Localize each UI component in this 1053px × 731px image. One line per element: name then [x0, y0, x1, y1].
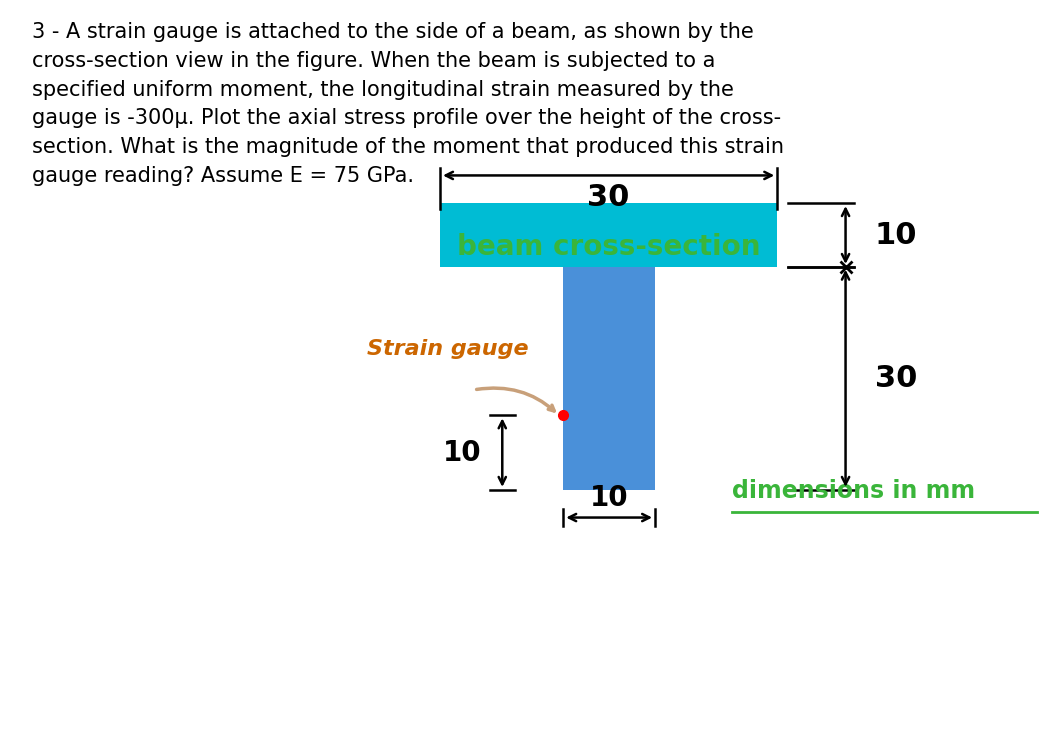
Text: 10: 10 [875, 221, 917, 249]
Polygon shape [440, 203, 777, 267]
Text: Strain gauge: Strain gauge [366, 339, 529, 359]
Text: beam cross-section: beam cross-section [457, 233, 760, 261]
Text: 10: 10 [590, 484, 629, 512]
Polygon shape [563, 267, 655, 490]
Text: 30: 30 [875, 364, 917, 393]
Text: 10: 10 [443, 439, 481, 466]
Text: 30: 30 [588, 183, 630, 212]
Text: dimensions in mm: dimensions in mm [732, 479, 975, 503]
Text: 3 - A strain gauge is attached to the side of a beam, as shown by the
cross-sect: 3 - A strain gauge is attached to the si… [32, 22, 783, 186]
